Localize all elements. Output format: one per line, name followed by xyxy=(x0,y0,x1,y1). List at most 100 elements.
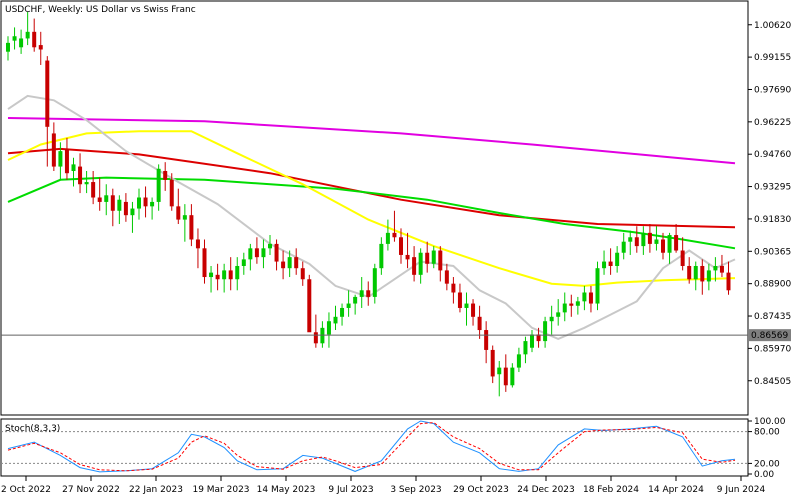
candle-body xyxy=(241,259,246,266)
candle-body xyxy=(313,332,318,344)
price-tick-label: 0.87435 xyxy=(754,312,791,322)
candle-body xyxy=(307,279,312,333)
stoch-line-stoch_signal xyxy=(7,422,736,472)
price-tick-label: 0.93295 xyxy=(754,183,791,193)
candle-body xyxy=(530,334,534,348)
candle-body xyxy=(621,241,626,253)
stoch-lines xyxy=(7,420,736,473)
candle-body xyxy=(464,303,469,308)
candlestick-series xyxy=(6,11,731,397)
candle-body xyxy=(97,197,102,202)
candle-body xyxy=(71,164,76,171)
ma-line-ma_magenta xyxy=(7,117,736,165)
candle-body xyxy=(294,257,299,269)
time-tick-label: 9 Jun 2024 xyxy=(717,485,766,495)
candle-body xyxy=(641,232,646,247)
candle-body xyxy=(399,237,403,255)
candle-body xyxy=(438,250,443,271)
candle-body xyxy=(19,38,24,48)
candle-body xyxy=(287,257,292,269)
candle-body xyxy=(84,182,89,185)
ma-line-ma_red xyxy=(7,147,736,229)
candle-body xyxy=(700,265,705,282)
price-tick-label: 1.00620 xyxy=(754,21,791,31)
candle-body xyxy=(444,270,449,284)
time-tick-label: 18 Feb 2024 xyxy=(583,485,639,495)
chart-title: USDCHF, Weekly: US Dollar vs Swiss Franc xyxy=(5,5,196,15)
candle-body xyxy=(209,272,214,278)
candle-body xyxy=(150,201,155,207)
candle-body xyxy=(588,292,593,304)
candle-body xyxy=(405,254,410,260)
candle-body xyxy=(602,261,607,269)
candle-body xyxy=(261,248,266,258)
candle-body xyxy=(64,148,69,174)
candle-body xyxy=(706,270,711,282)
candle-body xyxy=(38,45,43,50)
candle-body xyxy=(575,301,580,306)
candle-body xyxy=(346,303,351,308)
price-tick-label: 0.85970 xyxy=(754,344,791,354)
candle-body xyxy=(595,268,600,304)
candle-body xyxy=(431,250,436,264)
price-axis: 1.00620 0.99155 0.97690 0.96225 0.94760 0.932… xyxy=(748,21,791,387)
time-tick-label: 22 Jan 2023 xyxy=(129,485,183,495)
candle-body xyxy=(78,166,83,185)
price-tick-label: 0.94760 xyxy=(754,150,791,160)
candle-body xyxy=(117,199,122,211)
time-tick-label: 14 Apr 2024 xyxy=(648,485,704,495)
stoch-tick-label: 20.00 xyxy=(754,459,780,469)
candle-body xyxy=(582,292,587,302)
candle-body xyxy=(104,195,109,202)
candle-body xyxy=(490,349,495,377)
candle-body xyxy=(248,248,253,260)
candle-body xyxy=(510,367,515,386)
candle-body xyxy=(169,179,174,207)
candle-body xyxy=(674,235,679,251)
candle-body xyxy=(110,195,115,211)
candle-body xyxy=(235,265,240,280)
candle-body xyxy=(680,250,685,266)
candle-body xyxy=(713,265,718,271)
candle-body xyxy=(143,197,148,207)
time-tick-label: 24 Dec 2023 xyxy=(517,485,575,495)
candle-body xyxy=(628,237,633,242)
candle-body xyxy=(477,316,482,331)
stoch-title: Stoch(8,3,3) xyxy=(5,424,60,434)
candle-body xyxy=(58,151,63,167)
stoch-tick-label: 100.00 xyxy=(754,417,786,427)
candle-body xyxy=(634,237,639,247)
candle-body xyxy=(91,182,96,198)
candle-body xyxy=(176,206,181,220)
candle-body xyxy=(687,265,692,280)
candle-body xyxy=(457,292,462,308)
candle-body xyxy=(300,268,305,280)
current-price-label: 0.86569 xyxy=(751,331,788,341)
time-axis: 2 Oct 2022 27 Nov 2022 22 Jan 2023 19 Mar 2… xyxy=(1,476,765,495)
candle-body xyxy=(543,321,548,342)
candle-body xyxy=(6,42,10,52)
candle-body xyxy=(195,239,200,249)
candle-body xyxy=(222,270,227,280)
candle-body xyxy=(719,265,724,273)
candle-body xyxy=(497,367,502,375)
price-tick-label: 0.91830 xyxy=(754,215,791,225)
price-tick-label: 0.88900 xyxy=(754,280,791,290)
candle-body xyxy=(503,367,508,386)
candle-body xyxy=(215,274,220,280)
stoch-tick-label: 0.00 xyxy=(754,470,774,480)
candle-body xyxy=(654,239,659,244)
candle-body xyxy=(412,257,417,275)
candle-body xyxy=(228,270,233,280)
price-tick-label: 0.90365 xyxy=(754,247,791,257)
candle-body xyxy=(254,248,259,258)
main-price-panel xyxy=(0,0,749,416)
candle-body xyxy=(274,243,279,262)
time-tick-label: 19 Mar 2023 xyxy=(192,485,249,495)
candle-body xyxy=(340,307,345,317)
stochastic-panel xyxy=(0,418,749,477)
candle-body xyxy=(353,296,358,304)
candle-body xyxy=(366,290,371,297)
